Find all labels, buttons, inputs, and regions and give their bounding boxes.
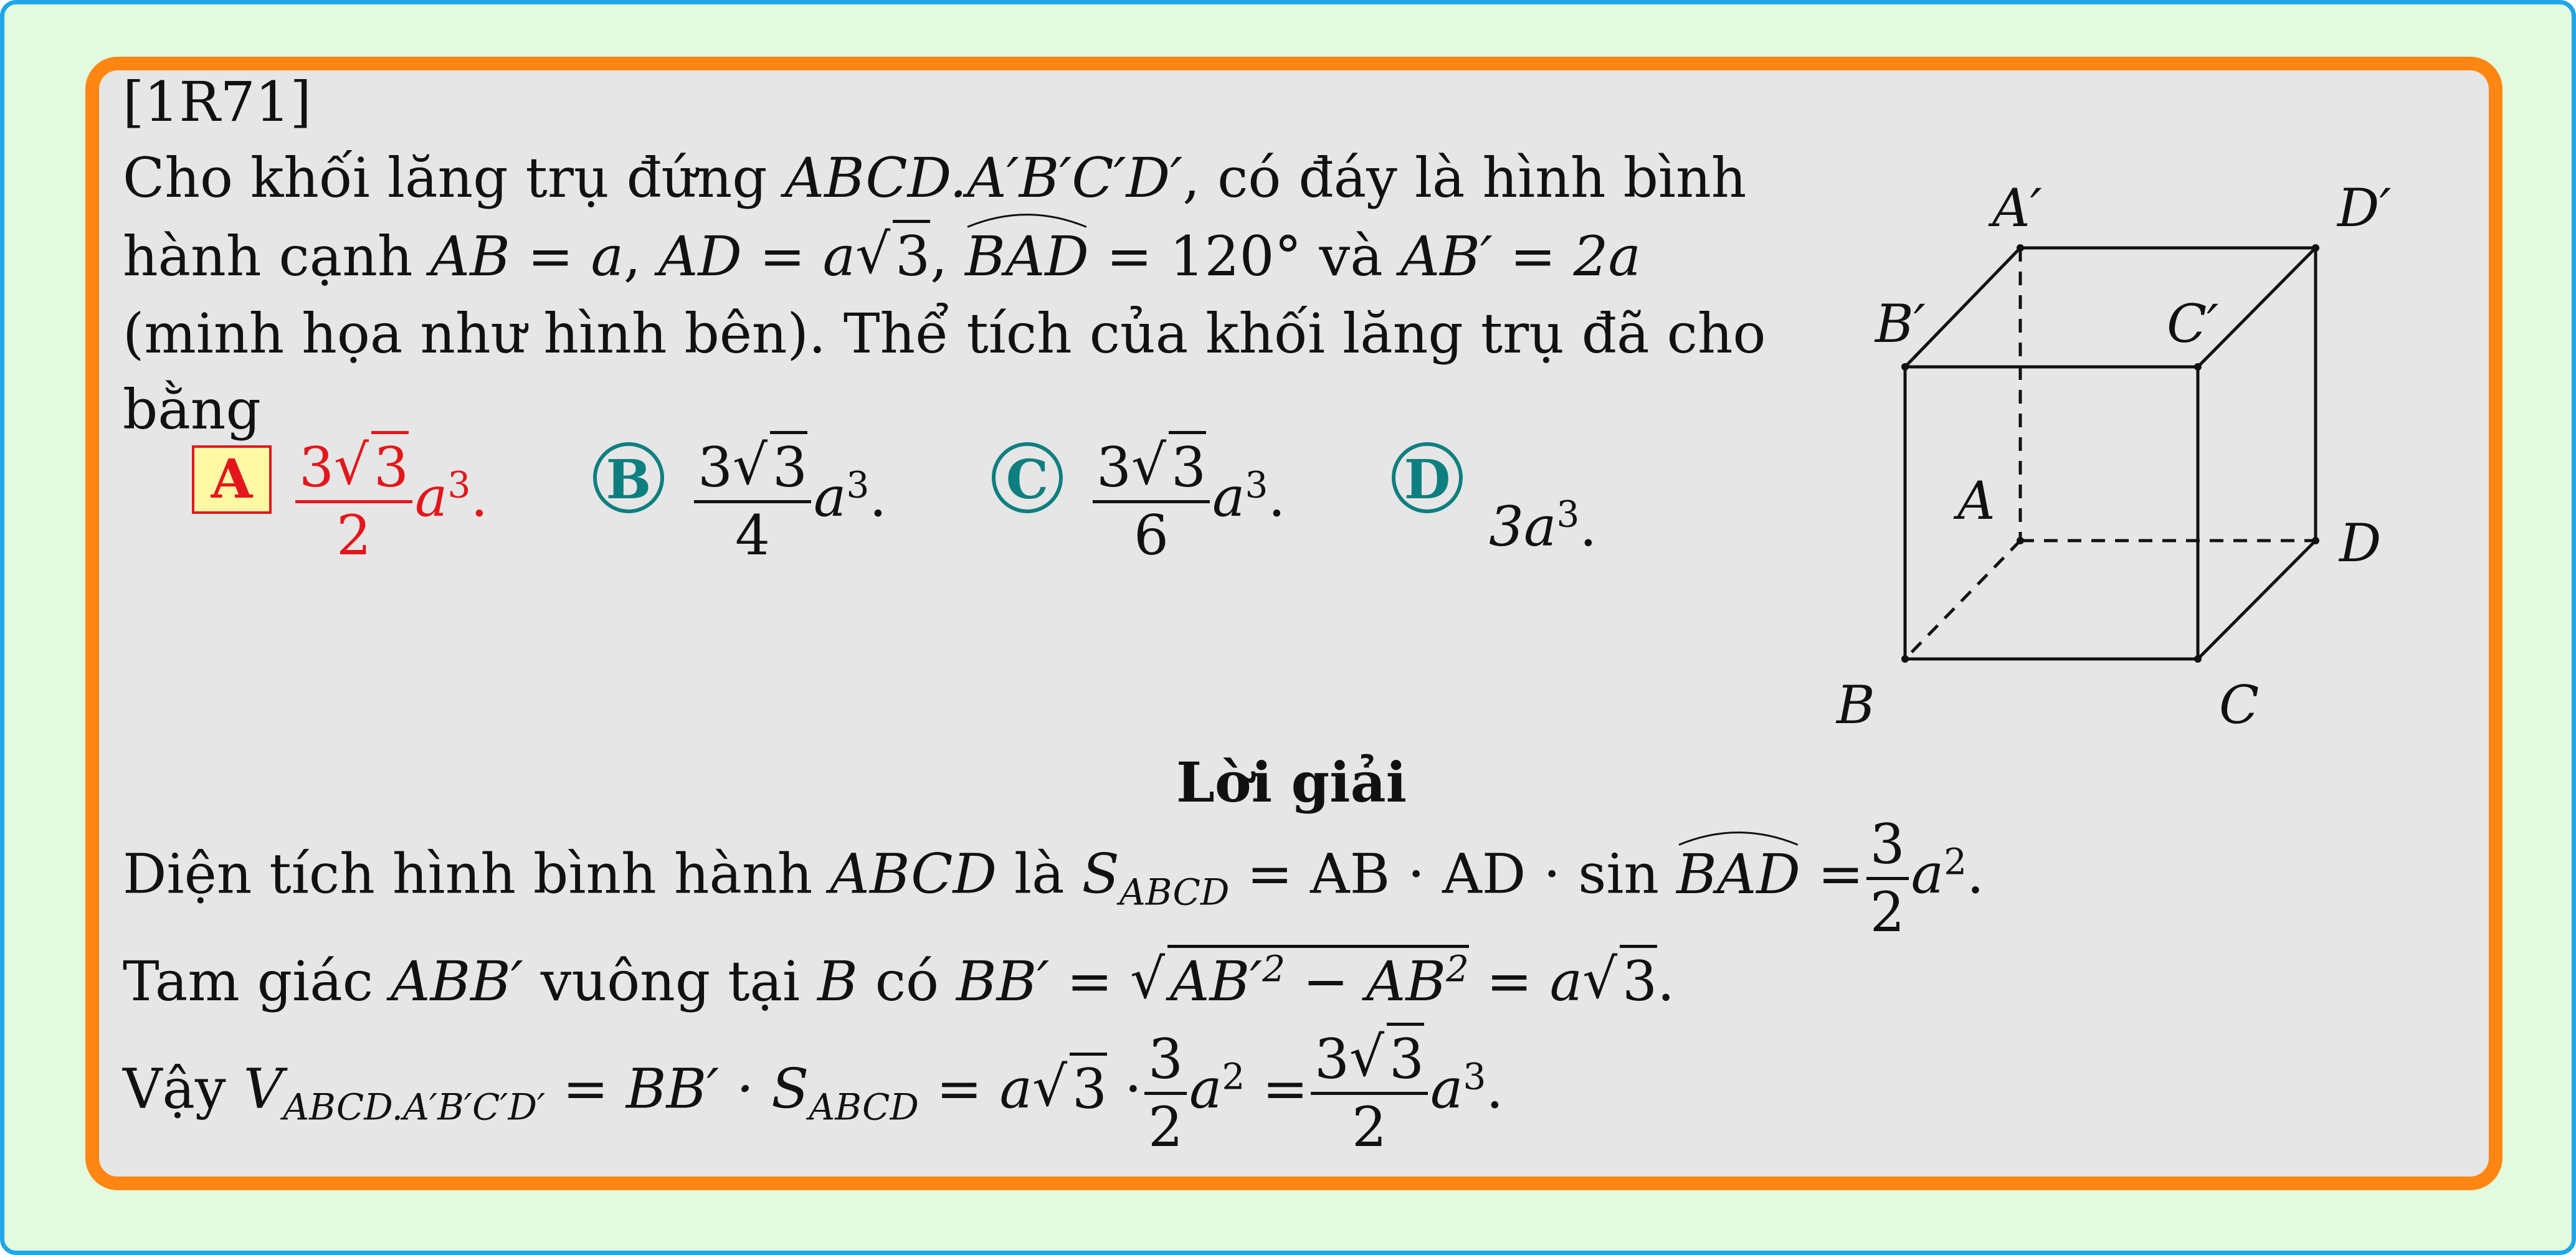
vertex-label-d: D bbox=[2339, 513, 2382, 574]
option-d-marker: D bbox=[1392, 442, 1463, 513]
vertex-label-c: C bbox=[2219, 675, 2260, 736]
option-a-fraction: 3 √ 3 2 bbox=[295, 431, 412, 565]
option-b-marker: B bbox=[593, 442, 664, 513]
sqrt-expression: √ 3 bbox=[855, 220, 931, 288]
problem-card bbox=[85, 57, 2502, 1190]
option-b-fraction: 3 √ 3 4 bbox=[694, 431, 811, 565]
option-a-answer: 3 √ 3 2 a3. bbox=[293, 431, 488, 565]
solution-fraction-3: 3 √ 3 2 bbox=[1311, 1023, 1428, 1157]
vertex-label-b1: B′ bbox=[1875, 293, 1926, 354]
solution-line-3: Vậy VABCD.A′B′C′D′ = BB′ · SABCD = a √ 3 ·… bbox=[123, 1023, 1503, 1157]
problem-line-3: (minh họa như hình bên). Thể tích của kh… bbox=[123, 301, 1766, 366]
vertex-label-a: A bbox=[1957, 470, 1995, 531]
sqrt-expression: √ 3 bbox=[1582, 945, 1658, 1013]
solution-heading: Lời giải bbox=[1176, 750, 1407, 815]
angle-hat: BAD bbox=[1676, 847, 1800, 902]
option-b-answer: 3 √ 3 4 a3. bbox=[692, 431, 886, 565]
angle-hat: BAD bbox=[965, 229, 1089, 284]
option-c-marker: C bbox=[992, 442, 1063, 513]
option-c[interactable]: C bbox=[992, 442, 1063, 513]
option-a-marker: A bbox=[192, 445, 272, 514]
vertex-label-b: B bbox=[1837, 675, 1875, 736]
solution-line-2: Tam giác ABB′ vuông tại B có BB′ = √ AB′2… bbox=[123, 945, 1675, 1013]
sqrt-expression: √ 3 bbox=[1032, 1052, 1107, 1121]
option-d[interactable]: D bbox=[1392, 442, 1463, 513]
option-a[interactable]: A bbox=[192, 445, 272, 514]
option-c-fraction: 3 √ 3 6 bbox=[1093, 431, 1210, 565]
option-c-answer: 3 √ 3 6 a3. bbox=[1090, 431, 1285, 565]
solution-line-1: Diện tích hình bình hành ABCD là SABCD =… bbox=[123, 812, 1985, 945]
option-d-answer: 3a3. bbox=[1489, 493, 1597, 559]
problem-line-1: Cho khối lăng trụ đứng ABCD.A′B′C′D′, có… bbox=[123, 146, 1747, 210]
problem-line-2: hành cạnh AB = a, AD = a √ 3, BAD = 120° v… bbox=[123, 220, 1641, 288]
vertex-label-c1: C′ bbox=[2167, 293, 2219, 354]
option-b[interactable]: B bbox=[593, 442, 664, 513]
vertex-label-a1: A′ bbox=[1992, 178, 2042, 239]
problem-id: [1R71] bbox=[123, 70, 311, 134]
problem-line-4: bằng bbox=[123, 377, 261, 442]
vertex-label-d1: D′ bbox=[2337, 178, 2392, 239]
sqrt-expression: √ AB′2 − AB2 bbox=[1130, 945, 1469, 1013]
